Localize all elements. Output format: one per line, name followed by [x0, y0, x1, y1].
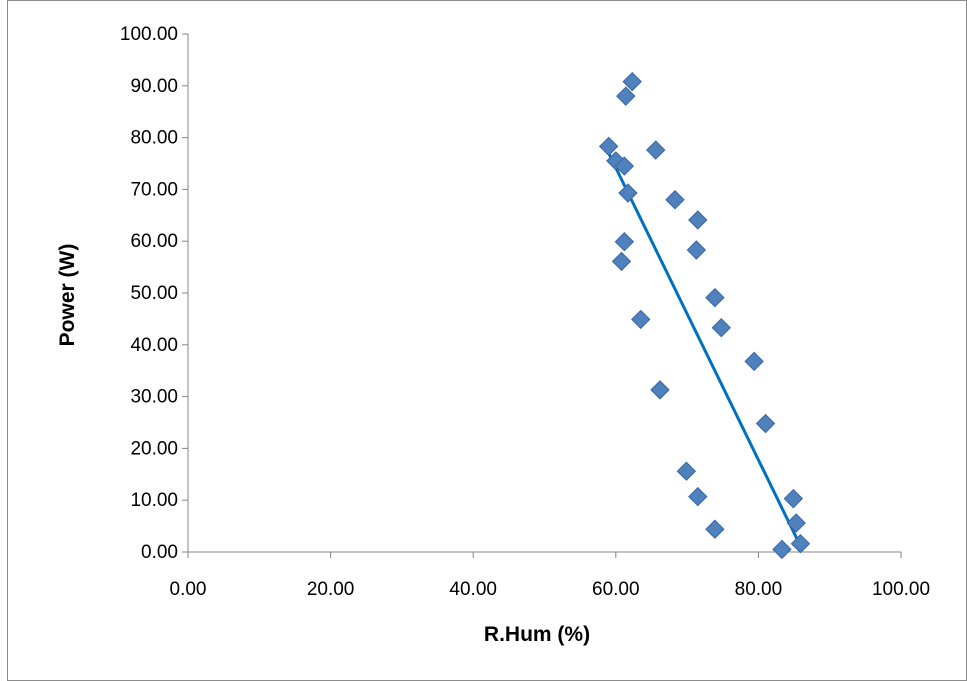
data-point	[686, 240, 707, 260]
y-tick-label: 10.00	[130, 490, 178, 511]
x-tick-label: 40.00	[449, 579, 497, 600]
y-tick-label: 100.00	[120, 24, 178, 45]
x-tick-label: 0.00	[170, 579, 207, 600]
data-point	[646, 140, 666, 160]
x-axis-title: R.Hum (%)	[484, 623, 590, 646]
data-point	[611, 251, 632, 272]
y-tick-label: 80.00	[130, 128, 178, 149]
x-tick-label: 60.00	[592, 579, 640, 600]
data-point	[786, 513, 806, 533]
y-tick-label: 30.00	[130, 387, 178, 408]
data-point	[618, 183, 638, 203]
data-point	[705, 519, 725, 539]
data-point	[614, 232, 635, 252]
y-axis-title: Power (W)	[56, 244, 79, 347]
data-point	[790, 534, 811, 554]
data-point	[665, 190, 685, 210]
data-point	[676, 461, 697, 481]
chart-frame	[7, 0, 967, 681]
x-tick-label: 80.00	[735, 579, 783, 600]
y-tick-label: 50.00	[130, 283, 178, 304]
y-tick-label: 40.00	[130, 335, 178, 356]
y-tick-label: 0.00	[141, 542, 178, 563]
data-point	[631, 309, 651, 330]
trendline-layer	[607, 152, 800, 543]
data-point	[772, 539, 792, 560]
trendline	[607, 152, 800, 543]
data-point	[688, 210, 708, 230]
data-point	[744, 351, 764, 372]
y-tick-label: 60.00	[130, 231, 178, 252]
y-tick-labels: 0.00 10.00 20.00 30.00 40.00 50.00 60.00 70.00 8…	[120, 24, 178, 563]
data-point	[711, 317, 732, 338]
data-point	[598, 136, 619, 157]
data-point	[614, 156, 635, 176]
data-point	[616, 86, 636, 106]
data-point	[688, 486, 708, 507]
x-tick-label: 100.00	[872, 579, 930, 600]
y-tick-label: 20.00	[130, 438, 178, 459]
x-tick-labels: 0.00 20.00 40.00 60.00 80.00 100.00	[170, 579, 931, 600]
data-point	[755, 413, 776, 434]
data-point	[705, 287, 725, 308]
x-tick-label: 20.00	[307, 579, 355, 600]
y-tick-label: 70.00	[130, 179, 178, 200]
data-point	[783, 488, 804, 509]
y-tick-label: 90.00	[130, 76, 178, 97]
data-point	[622, 71, 642, 92]
data-points	[598, 71, 811, 560]
data-point	[650, 380, 670, 400]
axes	[182, 33, 902, 558]
